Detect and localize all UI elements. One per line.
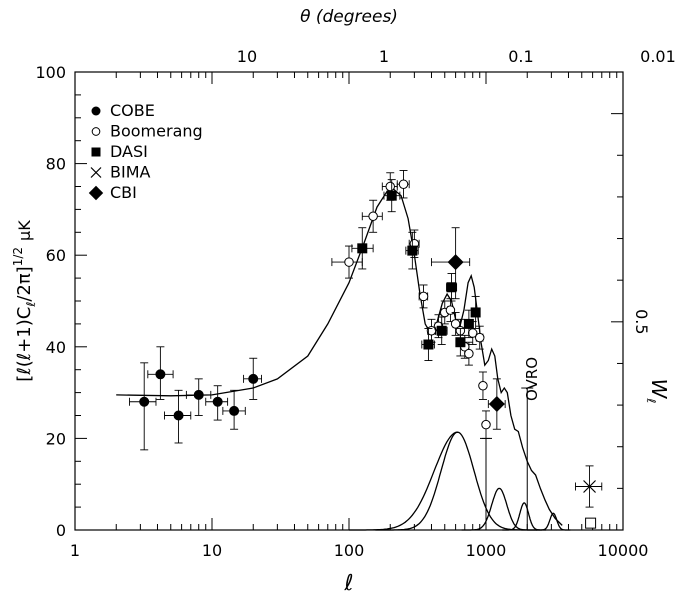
x-tick-label: 100 — [334, 541, 365, 560]
point-dasi — [386, 190, 397, 201]
point-dasi — [357, 243, 368, 254]
point-cobe — [139, 396, 150, 407]
right-axis-title: Wℓ — [644, 379, 671, 404]
point-open-square — [585, 517, 597, 529]
point-boomerang — [464, 348, 474, 359]
point-boomerang — [418, 291, 429, 302]
axis-ticks — [74, 71, 624, 531]
point-dasi — [407, 245, 418, 256]
point-dasi — [455, 337, 466, 348]
point-dasi — [446, 282, 457, 293]
y-axis-title: [ℓ(ℓ+1)Cℓ/2π]1/2μK — [11, 220, 38, 382]
legend-label: BIMA — [110, 163, 151, 182]
x-tick-label: 1 — [70, 541, 80, 560]
point-dasi — [463, 318, 474, 329]
point-bima — [583, 480, 596, 493]
point-cobe — [193, 389, 204, 400]
legend-label: Boomerang — [110, 122, 203, 141]
right-tick-label: 0.5 — [632, 309, 651, 334]
point-boomerang — [478, 380, 488, 391]
point-dasi — [470, 307, 481, 318]
x-tick-label: 10 — [202, 541, 222, 560]
point-boomerang — [481, 419, 491, 430]
top-tick-label: 0.01 — [640, 47, 676, 66]
top-tick-label: 0.1 — [508, 47, 533, 66]
top-axis-title: θ (degrees) — [300, 7, 398, 27]
point-cobe — [212, 396, 223, 407]
upper-limits — [480, 387, 534, 530]
point-cbi — [447, 254, 464, 271]
point-cobe — [155, 369, 166, 380]
point-cbi — [88, 185, 104, 201]
y-tick-label: 100 — [35, 63, 66, 82]
model-curve — [116, 188, 563, 526]
window-function-tail — [349, 431, 458, 531]
point-cbi — [488, 396, 505, 413]
point-boomerang — [450, 319, 461, 329]
point-dasi — [91, 147, 101, 157]
y-tick-label: 40 — [46, 338, 66, 357]
point-cobe — [248, 373, 259, 384]
point-boomerang — [445, 305, 456, 315]
point-boomerang — [398, 179, 409, 189]
window-function — [461, 487, 537, 531]
point-dasi — [423, 339, 434, 350]
ovro-label: OVRO — [523, 357, 541, 401]
point-cobe — [173, 410, 184, 421]
point-bima — [90, 167, 102, 178]
legend-label: DASI — [110, 142, 148, 161]
window-function — [375, 431, 540, 531]
x-axis-title: ℓ — [343, 571, 353, 595]
y-tick-label: 20 — [46, 429, 66, 448]
point-boomerang — [368, 211, 378, 222]
point-boomerang — [474, 332, 485, 343]
y-tick-label: 0 — [56, 521, 66, 540]
top-tick-label: 10 — [237, 47, 257, 66]
point-boomerang — [385, 181, 395, 192]
window-function — [502, 502, 547, 531]
y-tick-label: 80 — [46, 155, 66, 174]
window-function — [536, 512, 571, 531]
x-tick-label: 10000 — [598, 541, 649, 560]
legend-label: CBI — [110, 183, 137, 202]
top-tick-label: 1 — [379, 47, 389, 66]
legend-label: COBE — [110, 101, 155, 120]
point-cobe — [91, 106, 101, 116]
point-boomerang — [91, 127, 101, 136]
point-dasi — [436, 325, 447, 336]
data-points — [129, 170, 603, 529]
plot-frame — [74, 71, 624, 531]
curves — [116, 188, 571, 531]
right-tick-label-group: 0.5 — [632, 309, 651, 334]
x-tick-label: 1000 — [466, 541, 507, 560]
point-cobe — [229, 405, 240, 416]
axis-tick-labels: 1 10 100 1000 10000 10 1 0.1 0.01 0 20 40 60 80 100 0.5 — [35, 47, 675, 560]
y-tick-label: 60 — [46, 246, 66, 265]
point-boomerang — [344, 257, 354, 267]
